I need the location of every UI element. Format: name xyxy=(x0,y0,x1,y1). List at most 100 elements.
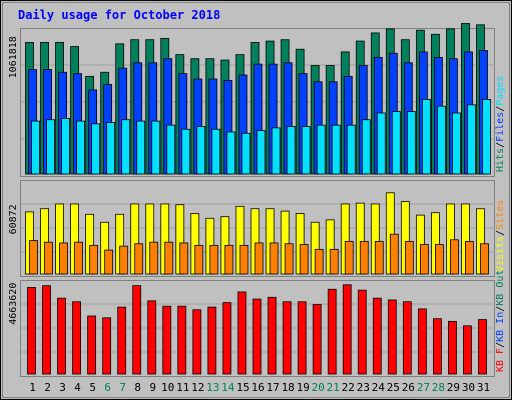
bar-kb-f xyxy=(102,317,112,375)
day-label: 9 xyxy=(149,381,156,394)
chart-title: Daily usage for October 2018 xyxy=(18,8,220,22)
bar-sites xyxy=(179,242,189,275)
bar-sites xyxy=(434,244,444,275)
day-label: 7 xyxy=(119,381,126,394)
bar-sites xyxy=(59,242,68,275)
bar-sites xyxy=(314,248,324,275)
day-label: 30 xyxy=(462,381,475,394)
legend-item: Pages xyxy=(495,76,506,106)
bar-sites xyxy=(299,244,309,275)
day-label: 17 xyxy=(266,381,279,394)
bar-pages xyxy=(406,111,416,175)
bar-kb-f xyxy=(87,315,97,375)
day-label: 12 xyxy=(191,381,204,394)
bar-pages xyxy=(31,120,40,175)
day-label: 10 xyxy=(161,381,174,394)
day-label: 21 xyxy=(327,381,340,394)
bar-pages xyxy=(361,119,371,175)
bar-sites xyxy=(254,242,264,275)
bar-pages xyxy=(301,126,311,175)
bar-kb-f xyxy=(342,284,352,375)
bar-kb-f xyxy=(463,325,472,375)
bar-pages xyxy=(226,131,236,175)
bar-kb-f xyxy=(402,301,412,375)
bar-sites xyxy=(329,248,339,275)
day-label: 25 xyxy=(387,381,400,394)
bar-pages xyxy=(76,120,86,175)
legend-separator: / xyxy=(495,142,506,148)
bar-pages xyxy=(91,123,101,175)
legend: Hits/Files/Pages xyxy=(495,76,506,172)
bar-kb-f xyxy=(312,304,322,375)
day-label: 14 xyxy=(221,381,235,394)
bar-pages xyxy=(46,119,55,175)
bar-sites xyxy=(104,249,114,275)
day-axis: 1 2 3 4 5 6 7 8 9 10 11 12 13 14 15 16 17 18 19 20 21 22 23 24 2… xyxy=(29,381,490,394)
bar-sites xyxy=(89,244,99,275)
day-label: 31 xyxy=(477,381,490,394)
bar-sites xyxy=(359,240,369,275)
bar-pages xyxy=(346,124,356,175)
bar-sites xyxy=(344,240,354,275)
bar-kb-f xyxy=(42,285,51,375)
bar-pages xyxy=(136,120,146,175)
legend-item: KB In xyxy=(495,312,506,342)
legend: KB F/KB In/KB Out xyxy=(495,270,506,372)
day-label: 26 xyxy=(402,381,415,394)
day-label: 2 xyxy=(44,381,51,394)
bar-sites xyxy=(239,244,249,275)
legend-separator: / xyxy=(495,230,506,236)
bar-kb-f xyxy=(417,308,427,375)
bar-kb-f xyxy=(448,320,457,375)
bar-pages xyxy=(241,132,251,175)
day-label: 19 xyxy=(296,381,309,394)
day-label: 24 xyxy=(372,381,386,394)
day-label: 18 xyxy=(281,381,294,394)
bar-sites xyxy=(44,241,53,275)
bar-pages xyxy=(211,128,221,175)
bar-sites xyxy=(119,245,129,275)
bar-kb-f xyxy=(267,296,277,375)
day-label: 15 xyxy=(236,381,249,394)
bar-kb-f xyxy=(387,299,397,375)
bar-pages xyxy=(331,124,341,175)
bar-kb-f xyxy=(27,287,36,375)
day-label: 29 xyxy=(447,381,460,394)
bar-pages xyxy=(271,127,281,175)
legend-item: Sites xyxy=(495,200,506,230)
bar-kb-f xyxy=(57,297,66,375)
legend-item: Files xyxy=(495,112,506,142)
bar-kb-f xyxy=(327,288,337,375)
day-label: 16 xyxy=(251,381,264,394)
bar-kb-f xyxy=(478,319,487,375)
legend: Visits/Sites xyxy=(495,200,506,272)
bar-kb-f xyxy=(357,289,367,375)
bar-sites xyxy=(284,243,294,275)
y-scale-max-label: 60872 xyxy=(8,204,19,234)
bar-pages xyxy=(467,104,476,175)
bar-pages xyxy=(452,112,461,175)
visits-sites-panel: 60872 Visits/Sites xyxy=(8,180,506,277)
bar-kb-f xyxy=(192,309,202,375)
day-label: 20 xyxy=(312,381,325,394)
bar-pages xyxy=(286,126,296,175)
legend-item: KB F xyxy=(495,348,506,372)
bar-kb-f xyxy=(177,305,187,375)
day-label: 13 xyxy=(206,381,219,394)
day-label: 3 xyxy=(59,381,66,394)
day-label: 27 xyxy=(417,381,430,394)
bar-pages xyxy=(61,117,70,175)
bar-pages xyxy=(482,98,491,175)
bar-pages xyxy=(256,130,266,175)
bar-sites xyxy=(164,241,174,275)
bar-pages xyxy=(436,105,446,175)
bar-pages xyxy=(316,124,326,175)
y-scale-max-label: 1061818 xyxy=(8,36,19,78)
bar-sites xyxy=(465,240,474,275)
bar-sites xyxy=(134,243,144,275)
bar-sites xyxy=(224,244,234,275)
day-label: 28 xyxy=(432,381,445,394)
day-label: 1 xyxy=(29,381,36,394)
